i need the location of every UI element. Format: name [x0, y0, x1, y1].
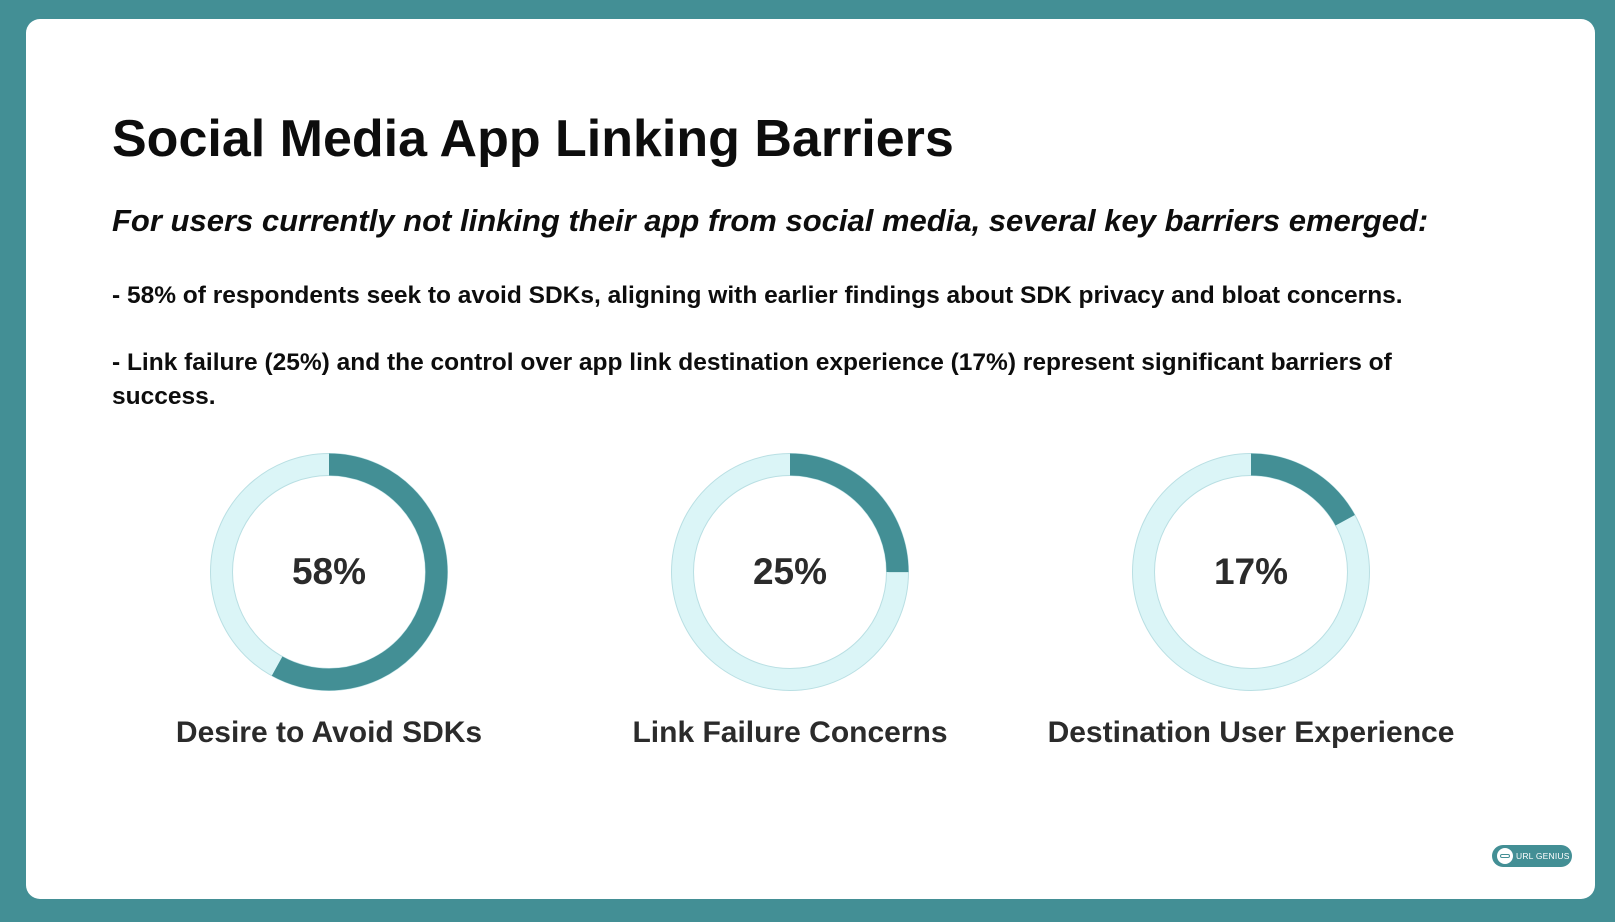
donut-svg: [1132, 453, 1370, 691]
donut-value-arc: [1132, 453, 1370, 691]
donut-svg: [210, 453, 448, 691]
page-title: Social Media App Linking Barriers: [112, 110, 954, 168]
donut-percentage: 25%: [752, 551, 828, 592]
donut-chart: 58% Desire to Avoid SDKs: [119, 446, 539, 776]
donut-category-label: Link Failure Concerns: [632, 716, 948, 749]
donut-chart: 17% Destination User Experience: [1041, 446, 1461, 776]
bullet-point-sdk: - 58% of respondents seek to avoid SDKs,…: [112, 282, 1403, 309]
donut-svg: [671, 453, 909, 691]
donut-percentage: 58%: [291, 551, 367, 592]
logo-text: URL GENIUS: [1516, 851, 1570, 861]
donut-chart: 25% Link Failure Concerns: [580, 446, 1000, 776]
url-genius-logo: URL GENIUS: [1492, 845, 1572, 867]
donut-percentage: 17%: [1213, 551, 1289, 592]
donut-category-label: Desire to Avoid SDKs: [175, 716, 483, 749]
page-subtitle: For users currently not linking their ap…: [112, 203, 1429, 238]
bullet-point-link-failure: - Link failure (25%) and the control ove…: [112, 349, 1392, 410]
donut-value-arc: [671, 453, 909, 691]
link-icon: [1497, 848, 1513, 864]
donut-category-label: Destination User Experience: [1047, 716, 1455, 749]
donut-value-arc: [210, 453, 448, 691]
slide-card: Social Media App Linking Barriers For us…: [26, 19, 1595, 899]
